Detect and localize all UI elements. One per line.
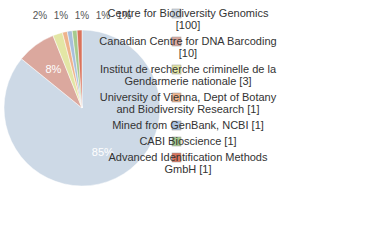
svg-text:Mined from GenBank, NCBI [1]: Mined from GenBank, NCBI [1] xyxy=(112,119,264,131)
svg-text:1%: 1% xyxy=(95,9,111,21)
svg-text:CABI Bioscience [1]: CABI Bioscience [1] xyxy=(139,135,236,147)
svg-text:8%: 8% xyxy=(45,63,61,75)
svg-text:1%: 1% xyxy=(75,10,90,21)
svg-text:Gendarmerie nationale [3]: Gendarmerie nationale [3] xyxy=(124,75,251,87)
svg-text:[100]: [100] xyxy=(176,19,200,31)
svg-text:Advanced Identification Method: Advanced Identification Methods xyxy=(109,151,268,163)
svg-text:Centre for Biodiversity Genomi: Centre for Biodiversity Genomics xyxy=(108,7,269,19)
svg-text:GmbH [1]: GmbH [1] xyxy=(164,163,211,175)
svg-text:and Biodiversity Research [1]: and Biodiversity Research [1] xyxy=(116,103,259,115)
svg-text:1%: 1% xyxy=(54,10,69,21)
svg-text:[10]: [10] xyxy=(179,47,197,59)
svg-text:Canadian Centre for DNA Barcod: Canadian Centre for DNA Barcoding xyxy=(99,35,276,47)
svg-text:85%: 85% xyxy=(91,145,114,158)
svg-text:University of Vienna, Dept of: University of Vienna, Dept of Botany xyxy=(100,91,277,103)
svg-text:2%: 2% xyxy=(33,10,48,21)
svg-text:Institut de recherche criminel: Institut de recherche criminelle de la xyxy=(100,63,277,75)
